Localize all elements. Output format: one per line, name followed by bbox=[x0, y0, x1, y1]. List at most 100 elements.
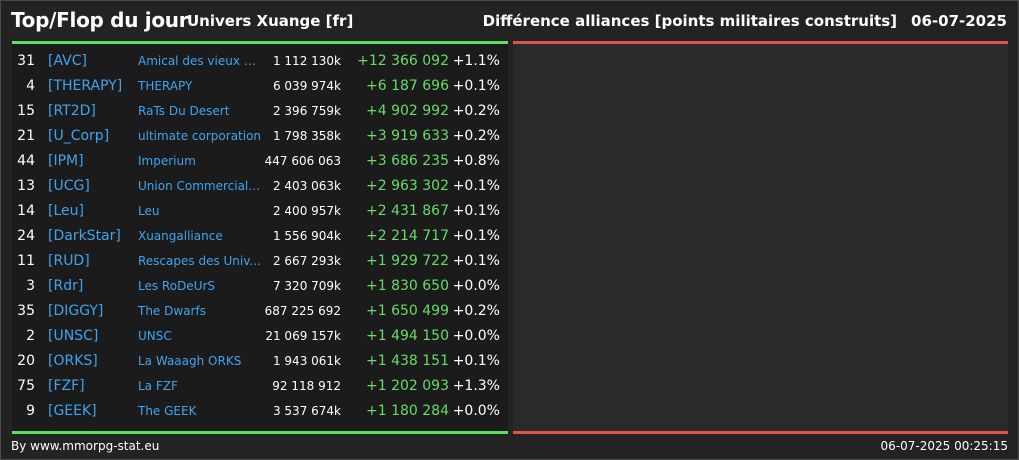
alliance-name-link[interactable]: Les RoDeUrS bbox=[138, 279, 216, 293]
table-row: 35 [DIGGY] The Dwarfs 687 225 692 +1 650 499… bbox=[12, 299, 508, 324]
percent-cell: +0.0% bbox=[452, 403, 500, 419]
table-row: 3 [Rdr] Les RoDeUrS 7 320 709k +1 830 650 +0.… bbox=[12, 274, 508, 299]
alliance-tag-link[interactable]: [GEEK] bbox=[48, 403, 97, 419]
points-cell: 3 537 674k bbox=[272, 404, 341, 418]
alliance-name-link[interactable]: RaTs Du Desert bbox=[138, 104, 230, 118]
alliance-tag-link[interactable]: [UCG] bbox=[48, 178, 90, 194]
alliance-name-link[interactable]: The GEEK bbox=[138, 404, 197, 418]
rank-cell: 13 bbox=[17, 178, 35, 194]
points-cell: 2 396 759k bbox=[272, 104, 341, 118]
points-cell: 92 118 912 bbox=[272, 379, 341, 393]
alliance-name-link[interactable]: Amical des vieux co... bbox=[138, 54, 262, 68]
table-row: 75 [FZF] La FZF 92 118 912 +1 202 093 +1.3% bbox=[12, 374, 508, 399]
difference-cell: +1 929 722 bbox=[366, 253, 449, 269]
alliance-name-link[interactable]: La Waaagh ORKS bbox=[138, 354, 242, 368]
alliance-tag-link[interactable]: [RUD] bbox=[48, 253, 90, 269]
rank-cell: 14 bbox=[17, 203, 35, 219]
alliance-name-link[interactable]: ultimate corporation bbox=[138, 129, 262, 143]
points-cell: 2 667 293k bbox=[272, 254, 341, 268]
difference-cell: +6 187 696 bbox=[366, 78, 449, 94]
rank-cell: 11 bbox=[17, 253, 35, 269]
page-title: Top/Flop du jour bbox=[11, 8, 189, 32]
rank-cell: 21 bbox=[17, 128, 35, 144]
percent-cell: +0.2% bbox=[452, 128, 500, 144]
points-cell: 447 606 063 bbox=[264, 154, 341, 168]
alliance-tag-link[interactable]: [FZF] bbox=[48, 378, 85, 394]
difference-cell: +3 686 235 bbox=[366, 153, 449, 169]
percent-cell: +0.0% bbox=[452, 278, 500, 294]
percent-cell: +0.1% bbox=[452, 228, 500, 244]
difference-cell: +2 963 302 bbox=[366, 178, 449, 194]
points-cell: 7 320 709k bbox=[272, 279, 341, 293]
table-row: 13 [UCG] Union Commerciale... 2 403 063k +2 … bbox=[12, 174, 508, 199]
flop-divider-red bbox=[513, 41, 1008, 44]
rank-cell: 75 bbox=[17, 378, 35, 394]
alliance-name-link[interactable]: Xuangalliance bbox=[138, 229, 223, 243]
points-cell: 1 943 061k bbox=[272, 354, 341, 368]
table-row: 44 [IPM] Imperium 447 606 063 +3 686 235 +0.8… bbox=[12, 149, 508, 174]
alliance-name-link[interactable]: Union Commerciale... bbox=[138, 179, 262, 193]
points-cell: 2 400 957k bbox=[272, 204, 341, 218]
alliance-tag-link[interactable]: [IPM] bbox=[48, 153, 84, 169]
points-cell: 21 069 157k bbox=[265, 329, 341, 343]
percent-cell: +0.2% bbox=[452, 103, 500, 119]
table-row: 21 [U_Corp] ultimate corporation 1 798 358k… bbox=[12, 124, 508, 149]
description-label: Différence alliances [points militaires … bbox=[482, 12, 898, 30]
alliance-tag-link[interactable]: [DIGGY] bbox=[48, 303, 104, 319]
alliance-tag-link[interactable]: [U_Corp] bbox=[48, 128, 110, 144]
alliance-name-link[interactable]: La FZF bbox=[138, 379, 178, 393]
percent-cell: +0.1% bbox=[452, 253, 500, 269]
top-divider-green bbox=[12, 41, 508, 44]
top-panel: 31 [AVC] Amical des vieux co... 1 112 130k +… bbox=[12, 44, 508, 431]
universe-label: Univers Xuange [fr] bbox=[187, 12, 354, 30]
table-row: 11 [RUD] Rescapes des Univ... 2 667 293k +1 … bbox=[12, 249, 508, 274]
alliance-name-link[interactable]: Imperium bbox=[138, 154, 196, 168]
difference-cell: +1 494 150 bbox=[366, 328, 449, 344]
percent-cell: +1.3% bbox=[452, 378, 500, 394]
top-bottom-divider-green bbox=[12, 431, 508, 434]
points-cell: 687 225 692 bbox=[264, 304, 341, 318]
percent-cell: +0.8% bbox=[452, 153, 500, 169]
alliance-tag-link[interactable]: [THERAPY] bbox=[48, 78, 123, 94]
alliance-table: 31 [AVC] Amical des vieux co... 1 112 130k +… bbox=[12, 49, 508, 424]
alliance-name-link[interactable]: The Dwarfs bbox=[138, 304, 206, 318]
alliance-name-link[interactable]: Leu bbox=[138, 204, 160, 218]
difference-cell: +1 202 093 bbox=[366, 378, 449, 394]
rank-cell: 9 bbox=[26, 403, 35, 419]
difference-cell: +2 214 717 bbox=[366, 228, 449, 244]
alliance-tag-link[interactable]: [DarkStar] bbox=[48, 228, 121, 244]
alliance-tag-link[interactable]: [Leu] bbox=[48, 203, 84, 219]
percent-cell: +0.1% bbox=[452, 203, 500, 219]
alliance-name-link[interactable]: THERAPY bbox=[138, 79, 193, 93]
credit-text: By www.mmorpg-stat.eu bbox=[11, 439, 160, 453]
table-row: 4 [THERAPY] THERAPY 6 039 974k +6 187 696 +0.… bbox=[12, 74, 508, 99]
difference-cell: +1 650 499 bbox=[366, 303, 449, 319]
alliance-tag-link[interactable]: [Rdr] bbox=[48, 278, 84, 294]
percent-cell: +0.1% bbox=[452, 78, 500, 94]
percent-cell: +0.2% bbox=[452, 303, 500, 319]
alliance-tag-link[interactable]: [UNSC] bbox=[48, 328, 99, 344]
flop-panel bbox=[513, 44, 1008, 431]
points-cell: 6 039 974k bbox=[272, 79, 341, 93]
table-row: 2 [UNSC] UNSC 21 069 157k +1 494 150 +0.0% bbox=[12, 324, 508, 349]
header-right: Différence alliances [points militaires … bbox=[483, 12, 1007, 30]
table-row: 14 [Leu] Leu 2 400 957k +2 431 867 +0.1% bbox=[12, 199, 508, 224]
rank-cell: 44 bbox=[17, 153, 35, 169]
alliance-name-link[interactable]: UNSC bbox=[138, 329, 172, 343]
table-row: 15 [RT2D] RaTs Du Desert 2 396 759k +4 902 9… bbox=[12, 99, 508, 124]
alliance-tag-link[interactable]: [RT2D] bbox=[48, 103, 96, 119]
alliance-tag-link[interactable]: [ORKS] bbox=[48, 353, 98, 369]
alliance-name-link[interactable]: Rescapes des Univ... bbox=[138, 254, 261, 268]
percent-cell: +0.1% bbox=[452, 178, 500, 194]
rank-cell: 4 bbox=[26, 78, 35, 94]
header-date: 06-07-2025 bbox=[911, 12, 1007, 30]
difference-cell: +1 180 284 bbox=[366, 403, 449, 419]
points-cell: 1 798 358k bbox=[272, 129, 341, 143]
rank-cell: 20 bbox=[17, 353, 35, 369]
flop-bottom-divider-red bbox=[513, 431, 1008, 434]
points-cell: 1 556 904k bbox=[272, 229, 341, 243]
difference-cell: +2 431 867 bbox=[366, 203, 449, 219]
alliance-tag-link[interactable]: [AVC] bbox=[48, 53, 87, 69]
difference-cell: +1 438 151 bbox=[366, 353, 449, 369]
